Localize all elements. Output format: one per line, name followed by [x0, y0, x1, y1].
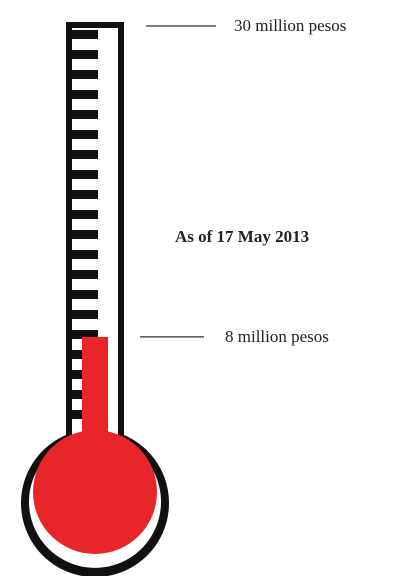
- tick-mark: [72, 130, 98, 139]
- date-label: As of 17 May 2013: [175, 227, 309, 246]
- bulb-fill: [33, 430, 157, 554]
- tick-mark: [72, 110, 98, 119]
- tick-mark: [72, 330, 98, 339]
- tick-mark: [72, 230, 98, 239]
- tick-mark: [72, 70, 98, 79]
- goal-label: 30 million pesos: [234, 16, 346, 35]
- tick-mark: [72, 250, 98, 259]
- tick-mark: [72, 310, 98, 319]
- tick-mark: [72, 270, 98, 279]
- tick-mark: [72, 210, 98, 219]
- tick-mark: [72, 150, 98, 159]
- tick-mark: [72, 190, 98, 199]
- current-label: 8 million pesos: [225, 327, 329, 346]
- tick-mark: [72, 50, 98, 59]
- tick-mark: [72, 170, 98, 179]
- tick-mark: [72, 90, 98, 99]
- tick-mark: [72, 290, 98, 299]
- tick-mark: [72, 30, 98, 39]
